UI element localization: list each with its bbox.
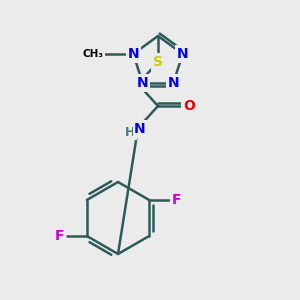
Text: N: N [177,47,188,61]
Text: N: N [134,122,146,136]
Text: CH₃: CH₃ [82,49,103,59]
Text: N: N [128,47,139,61]
Text: F: F [171,193,181,207]
Text: O: O [183,99,195,113]
Text: S: S [153,55,163,69]
Text: F: F [55,229,64,243]
Text: H: H [125,125,135,139]
Text: N: N [167,76,179,90]
Text: N: N [137,76,148,90]
